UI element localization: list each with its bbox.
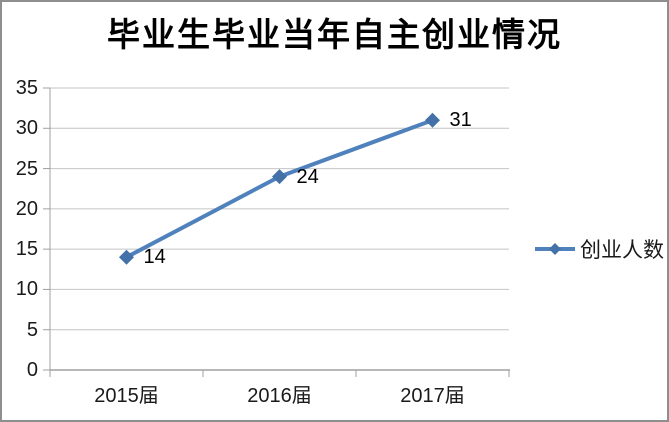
y-tick-label-5: 5 xyxy=(26,318,38,341)
y-tick-label-20: 20 xyxy=(15,197,38,220)
series-line xyxy=(124,118,435,260)
y-tick-label-10: 10 xyxy=(15,278,38,301)
x-tick-label-3: 2017届 xyxy=(400,385,465,407)
data-label-1: 14 xyxy=(143,246,166,269)
data-label-2: 24 xyxy=(296,165,319,188)
legend-diamond-icon xyxy=(549,243,561,255)
x-tick-label-2: 2016届 xyxy=(247,385,312,407)
y-tick-label-15: 15 xyxy=(15,238,38,261)
legend-label: 创业人数 xyxy=(580,239,664,262)
data-label-3: 31 xyxy=(449,109,472,132)
chart-title: 毕业生毕业当年自主创业情况 xyxy=(107,18,562,54)
y-tick-label-30: 30 xyxy=(15,117,38,140)
legend: 创业人数 xyxy=(534,234,664,264)
y-tick-label-35: 35 xyxy=(15,77,38,99)
data-point-marker-2 xyxy=(272,169,287,185)
x-tick-label-1: 2015届 xyxy=(94,385,159,407)
y-tick-label-25: 25 xyxy=(15,157,38,180)
legend-line-marker-icon xyxy=(535,243,575,255)
data-point-marker-3 xyxy=(425,112,440,128)
data-point-marker-1 xyxy=(119,249,134,265)
y-tick-label-0: 0 xyxy=(26,359,38,381)
